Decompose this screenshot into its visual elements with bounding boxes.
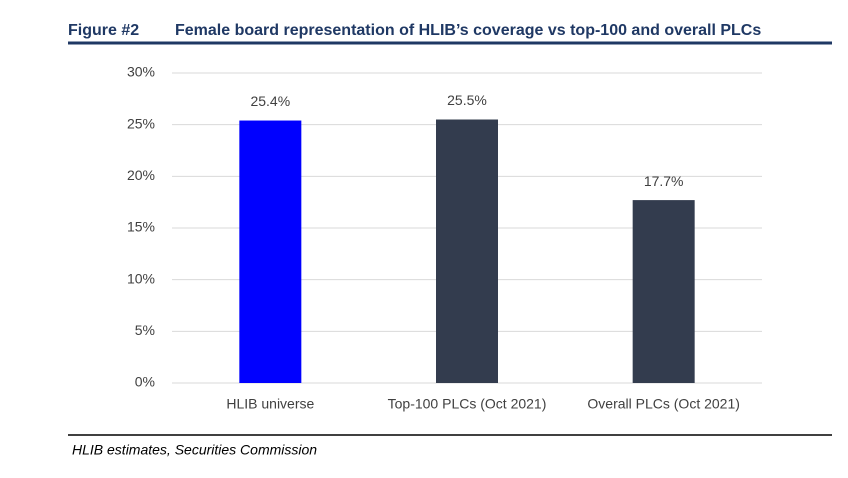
y-tick-label: 20% — [127, 167, 155, 183]
y-tick-label: 5% — [135, 322, 155, 338]
source: HLIB estimates, Securities Commission — [72, 442, 317, 458]
value-label: 17.7% — [644, 173, 684, 189]
y-tick-label: 30% — [127, 64, 155, 80]
y-tick-label: 15% — [127, 219, 155, 235]
x-tick-label: HLIB universe — [226, 396, 314, 412]
x-tick-label: Overall PLCs (Oct 2021) — [587, 396, 740, 412]
value-label: 25.4% — [250, 93, 290, 109]
chart-title: Female board representation of HLIB’s co… — [175, 22, 761, 39]
y-tick-label: 10% — [127, 270, 155, 286]
figure-label: Figure #2 — [68, 22, 139, 39]
bar — [436, 119, 498, 383]
bar — [632, 200, 695, 383]
y-tick-label: 0% — [135, 374, 155, 390]
bar — [239, 120, 302, 384]
x-tick-label: Top-100 PLCs (Oct 2021) — [388, 396, 547, 412]
value-label: 25.5% — [447, 92, 487, 108]
y-tick-label: 25% — [127, 115, 155, 131]
